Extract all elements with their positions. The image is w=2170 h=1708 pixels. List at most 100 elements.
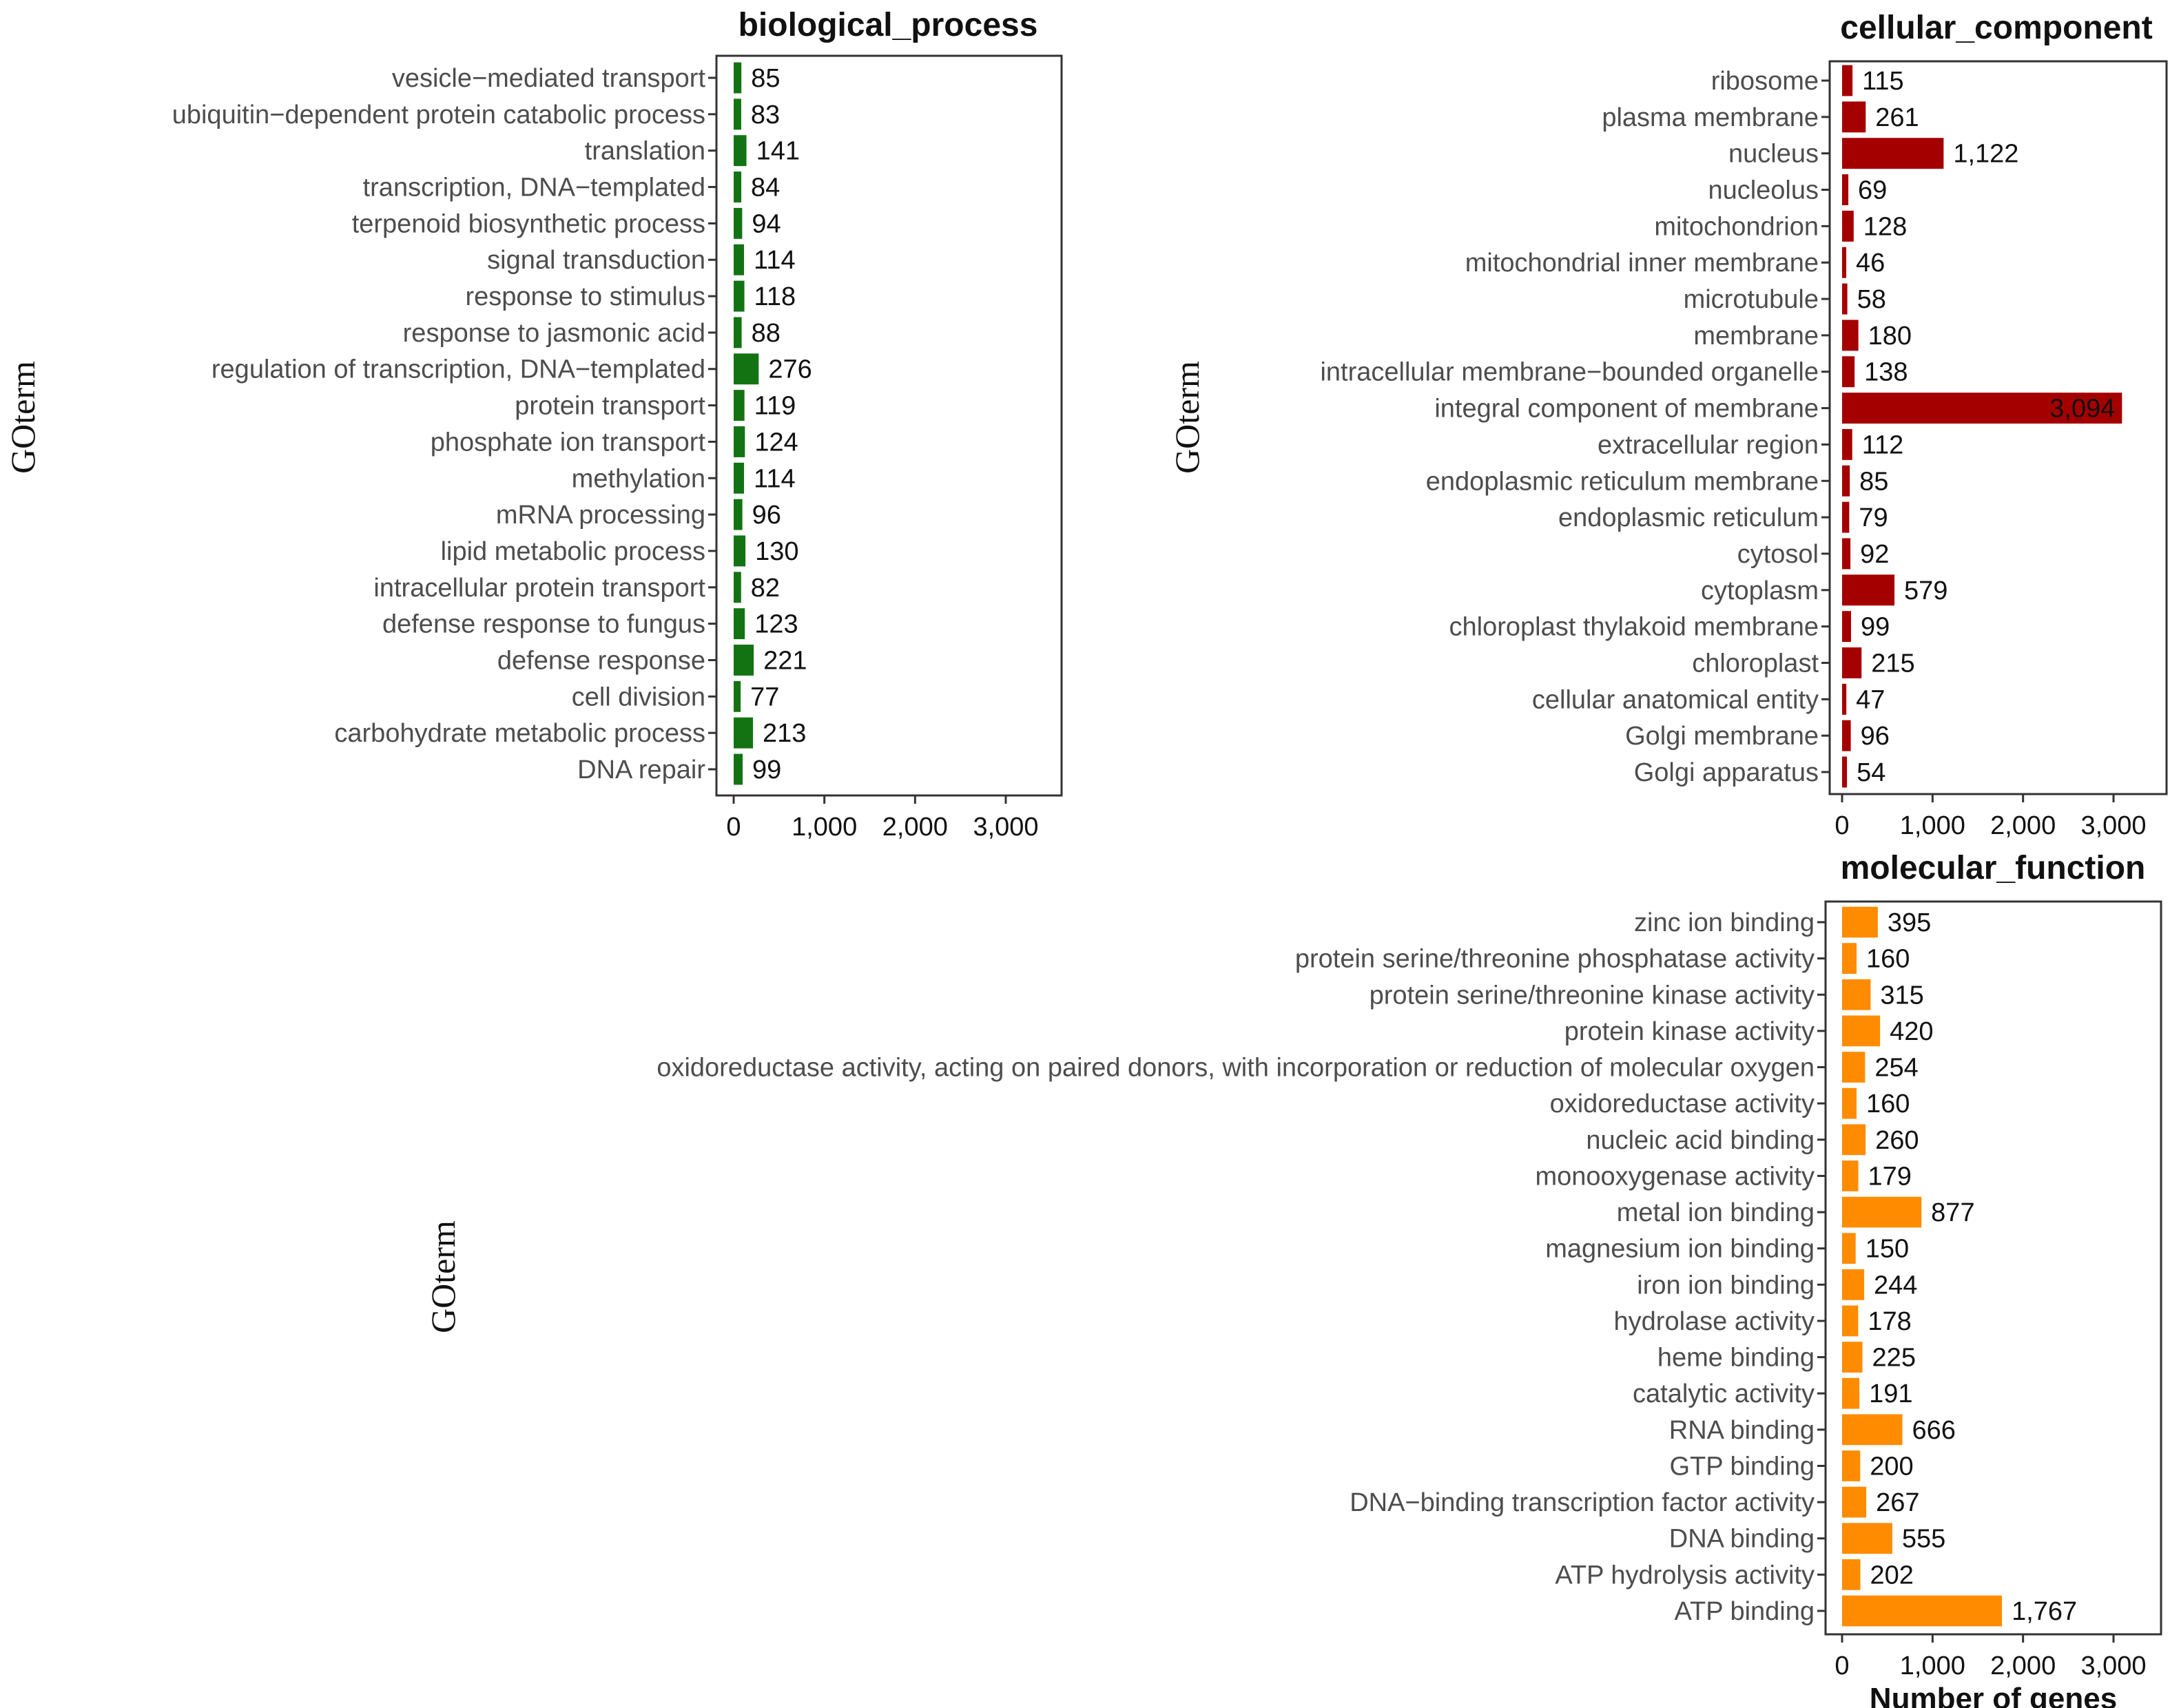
category-label: plasma membrane <box>1602 103 1819 132</box>
x-tick-label: 0 <box>1835 811 1849 840</box>
category-label: carbohydrate metabolic process <box>334 719 705 748</box>
category-label: microtubule <box>1684 285 1819 314</box>
category-label: response to stimulus <box>466 282 706 311</box>
value-label: 94 <box>752 209 781 238</box>
bar <box>1842 65 1853 96</box>
value-label: 69 <box>1858 176 1887 205</box>
category-label: heme binding <box>1657 1344 1815 1373</box>
category-label: Golgi membrane <box>1625 722 1819 751</box>
x-tick-label: 2,000 <box>1990 811 2056 840</box>
value-label: 180 <box>1868 322 1912 351</box>
value-label: 85 <box>1859 467 1888 496</box>
value-label: 123 <box>754 610 798 639</box>
category-label: transcription, DNA−templated <box>363 174 705 202</box>
biological-process-panel: biological_process GOterm vesicle−mediated… <box>3 7 1063 842</box>
bar <box>1842 1269 1865 1300</box>
molecular-function-panel: molecular_function GOterm zinc ion binding… <box>424 850 2162 1708</box>
value-label: 96 <box>752 501 781 530</box>
bar <box>734 62 742 94</box>
category-label: lipid metabolic process <box>441 537 705 566</box>
category-label: monooxygenase activity <box>1535 1162 1815 1191</box>
category-label: DNA repair <box>577 756 705 784</box>
bar <box>1842 1377 1860 1409</box>
y-axis-label: GOterm <box>424 1220 462 1333</box>
category-label: metal ion binding <box>1617 1198 1815 1227</box>
category-label: GTP binding <box>1669 1452 1815 1481</box>
category-label: nucleolus <box>1708 176 1819 205</box>
value-label: 254 <box>1874 1054 1918 1083</box>
category-label: protein kinase activity <box>1564 1017 1815 1046</box>
bar <box>734 572 741 603</box>
bar <box>734 426 745 457</box>
bar <box>734 645 754 676</box>
bar <box>1842 979 1871 1010</box>
x-tick-label: 1,000 <box>792 813 857 842</box>
value-label: 179 <box>1868 1162 1912 1191</box>
value-label: 124 <box>754 428 798 457</box>
value-label: 877 <box>1931 1198 1974 1227</box>
bar <box>1842 1196 1922 1228</box>
value-label: 99 <box>1861 613 1890 642</box>
bar <box>1842 101 1866 133</box>
x-tick-label: 3,000 <box>2080 1652 2146 1680</box>
value-label: 82 <box>751 574 780 603</box>
bar <box>734 717 754 749</box>
value-label: 128 <box>1863 212 1907 241</box>
bar <box>734 353 759 385</box>
category-label: DNA−binding transcription factor activit… <box>1350 1488 1815 1517</box>
bar <box>734 171 742 202</box>
bar <box>734 753 743 785</box>
category-label: translation <box>585 137 705 166</box>
bar <box>1842 1523 1892 1554</box>
bar <box>1842 465 1850 497</box>
value-label: 267 <box>1876 1488 1919 1517</box>
value-label: 54 <box>1857 758 1885 787</box>
value-label: 85 <box>751 64 780 93</box>
category-label: defense response to fungus <box>382 610 705 639</box>
category-label: vesicle−mediated transport <box>392 64 706 93</box>
bar <box>1842 393 2122 424</box>
bar <box>734 680 741 712</box>
category-label: magnesium ion binding <box>1545 1235 1815 1264</box>
category-label: cell division <box>572 683 705 711</box>
category-label: mRNA processing <box>496 501 705 530</box>
bar <box>1842 756 1848 788</box>
x-tick-label: 1,000 <box>1900 811 1965 840</box>
bar <box>1842 283 1848 315</box>
category-label: nucleus <box>1728 140 1819 169</box>
bar <box>1842 1305 1859 1337</box>
bar <box>734 207 743 239</box>
value-label: 58 <box>1857 285 1886 314</box>
cellular-component-panel: cellular_component GOterm ribosome 115 plasm… <box>1168 10 2168 840</box>
bar <box>1842 1087 1857 1119</box>
chart-title: biological_process <box>738 7 1038 43</box>
value-label: 138 <box>1864 358 1908 387</box>
category-label: integral component of membrane <box>1434 395 1819 424</box>
bar <box>1842 1015 1881 1047</box>
x-tick-label: 0 <box>726 813 741 842</box>
category-label: cytoplasm <box>1701 576 1819 605</box>
value-label: 92 <box>1860 540 1889 569</box>
bar <box>1842 1486 1867 1518</box>
bar <box>1842 574 1895 606</box>
plot-frame <box>1824 900 2162 1636</box>
bar <box>1842 428 1852 460</box>
category-label: protein transport <box>515 392 705 421</box>
x-tick-label: 3,000 <box>973 813 1038 842</box>
value-label: 47 <box>1856 685 1885 714</box>
category-label: ubiquitin−dependent protein catabolic pr… <box>172 101 705 129</box>
x-tick-label: 0 <box>1835 1652 1849 1680</box>
bar <box>734 280 745 312</box>
value-label: 77 <box>750 683 779 711</box>
bar <box>1842 538 1851 570</box>
value-label: 130 <box>755 537 798 566</box>
category-label: endoplasmic reticulum <box>1558 503 1819 532</box>
value-label: 244 <box>1874 1271 1917 1300</box>
category-label: hydrolase activity <box>1614 1307 1815 1336</box>
bar <box>734 244 745 275</box>
category-label: ATP binding <box>1674 1597 1815 1626</box>
value-label: 215 <box>1871 649 1914 678</box>
bar <box>734 317 742 348</box>
bar <box>1842 138 1944 169</box>
x-tick-label: 2,000 <box>882 813 948 842</box>
